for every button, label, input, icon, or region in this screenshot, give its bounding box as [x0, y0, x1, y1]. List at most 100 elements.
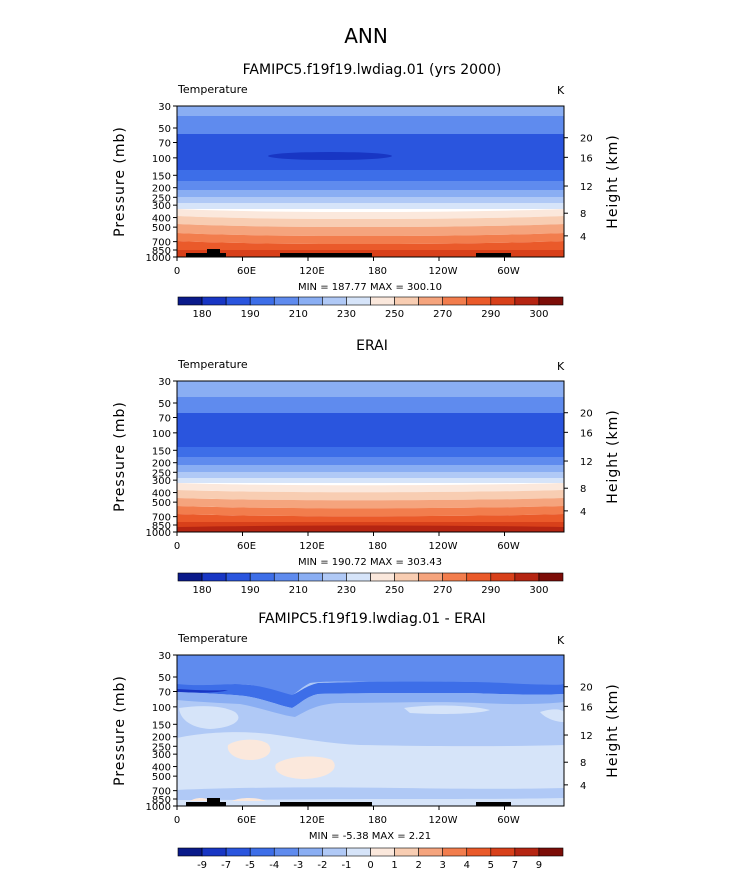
- band: [177, 381, 564, 397]
- plot-frame: [176, 105, 565, 258]
- topography: [186, 798, 226, 806]
- panel-model-minmax: MIN = 187.77 MAX = 300.10: [298, 282, 442, 293]
- colorbar-label: 290: [481, 585, 500, 596]
- y-tick-label: 100: [152, 154, 171, 165]
- band: [177, 216, 564, 227]
- diff-contour: [177, 655, 564, 697]
- x-tick-label: 60W: [497, 266, 520, 277]
- y-tick-label: 300: [152, 201, 171, 212]
- band: [177, 116, 564, 134]
- y-tick-label: 30: [158, 102, 171, 113]
- y-tick-label: 150: [152, 171, 171, 182]
- y-tick-label: 850: [152, 246, 171, 257]
- y-tick-label: 150: [152, 446, 171, 457]
- y2-tick-label: 20: [580, 683, 593, 694]
- colorbar-swatch: [442, 847, 468, 857]
- band: [177, 522, 564, 527]
- y-tick-label: 100: [152, 703, 171, 714]
- colorbar-swatch: [322, 847, 347, 857]
- band: [177, 465, 564, 472]
- band: [177, 106, 564, 116]
- cold-core: [268, 152, 392, 160]
- colorbar-swatch: [490, 572, 516, 582]
- x-tick-label: 180: [368, 541, 387, 552]
- colorbar-label: 250: [385, 585, 404, 596]
- colorbar-swatch: [538, 847, 564, 857]
- y-tick-label: 1000: [146, 802, 171, 813]
- panel-diff-variable: Temperature: [177, 632, 248, 645]
- x-tick-label: 120W: [429, 541, 458, 552]
- colorbar-label: -5: [245, 860, 255, 871]
- panel-erai: ERAI Temperature K 30 50: [112, 338, 621, 596]
- y-tick-label: 200: [152, 459, 171, 470]
- band: [177, 209, 564, 219]
- band: [177, 181, 564, 190]
- colorbar-swatch: [538, 572, 564, 582]
- colorbar-label: 4: [464, 860, 470, 871]
- y2-axis-title: Height (km): [605, 409, 621, 503]
- colorbar-label: 180: [193, 309, 212, 320]
- y-tick-label: 400: [152, 763, 171, 774]
- colorbar-swatch: [273, 296, 299, 306]
- band: [177, 134, 564, 170]
- panel-erai-plot: [176, 380, 565, 533]
- colorbar-swatch: [538, 296, 564, 306]
- colorbar-swatch: [201, 296, 227, 306]
- y-tick-label: 500: [152, 498, 171, 509]
- colorbar-swatch: [370, 296, 395, 306]
- y-tick-label: 50: [158, 399, 171, 410]
- diff-contour: [177, 689, 228, 693]
- y-tick-label: 30: [158, 651, 171, 662]
- band: [177, 490, 564, 501]
- colorbar-label: 230: [337, 309, 356, 320]
- band: [177, 447, 564, 457]
- colorbar-label: -4: [269, 860, 279, 871]
- panel-erai-title: ERAI: [356, 338, 388, 354]
- colorbar-swatch: [298, 847, 323, 857]
- colorbar-swatch: [394, 572, 419, 582]
- diff-contour: [227, 739, 271, 760]
- y-tick-label: 850: [152, 795, 171, 806]
- y-tick-label: 700: [152, 513, 171, 524]
- colorbar-label: -1: [341, 860, 351, 871]
- x-tick-label: 180: [368, 815, 387, 826]
- panel-model-units: K: [557, 84, 565, 97]
- y-tick-label: 250: [152, 468, 171, 479]
- panel-model: FAMIPC5.f19f19.lwdiag.01 (yrs 2000) Temp…: [112, 62, 621, 320]
- x-tick-label: 120E: [299, 266, 324, 277]
- diff-contour: [177, 692, 564, 717]
- panel-diff-plot: [176, 654, 565, 807]
- y2-tick-label: 16: [580, 428, 593, 439]
- y2-tick-label: 20: [580, 409, 593, 420]
- colorbar-swatch: [442, 572, 468, 582]
- panel-diff-units: K: [557, 634, 565, 647]
- colorbar-swatch: [466, 296, 492, 306]
- colorbar-label: 190: [241, 309, 260, 320]
- topography: [186, 249, 226, 257]
- figure-title: ANN: [344, 24, 388, 48]
- colorbar-swatch: [298, 572, 323, 582]
- y-axis-title: Pressure (mb): [112, 675, 128, 786]
- panel-model-title: FAMIPC5.f19f19.lwdiag.01 (yrs 2000): [243, 62, 502, 78]
- colorbar-swatch: [201, 572, 227, 582]
- colorbar-label: 5: [488, 860, 494, 871]
- diff-contour: [275, 756, 335, 779]
- panel-diff-minmax: MIN = -5.38 MAX = 2.21: [309, 831, 431, 842]
- band: [177, 197, 564, 203]
- colorbar-swatch: [466, 847, 492, 857]
- diff-contour: [232, 798, 266, 801]
- topography: [476, 253, 511, 257]
- panel-erai-units: K: [557, 360, 565, 373]
- y2-tick-label: 12: [580, 731, 593, 742]
- x-tick-label: 120W: [429, 815, 458, 826]
- colorbar-label: 0: [367, 860, 373, 871]
- y-tick-label: 400: [152, 489, 171, 500]
- y2-tick-label: 12: [580, 182, 593, 193]
- y-tick-label: 1000: [146, 528, 171, 539]
- colorbar-swatch: [514, 572, 540, 582]
- y2-axis-title: Height (km): [605, 683, 621, 777]
- colorbar-label: 1: [391, 860, 397, 871]
- diff-contour: [179, 706, 239, 729]
